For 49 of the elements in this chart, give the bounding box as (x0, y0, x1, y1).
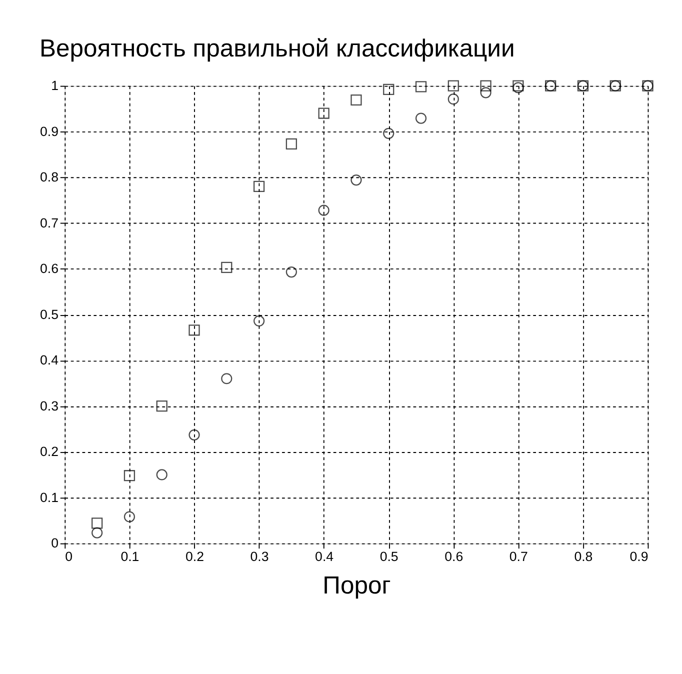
point (350, 174, 362, 186)
point (221, 262, 232, 274)
point (383, 128, 394, 139)
point (448, 94, 459, 105)
point (383, 84, 394, 96)
x-tick-label: 0.3 (250, 548, 269, 564)
point (350, 94, 362, 106)
point (318, 204, 330, 216)
y-tick-label: 0.7 (40, 215, 58, 230)
y-tick-label: 0.4 (40, 352, 58, 368)
point (92, 527, 103, 538)
point (448, 80, 459, 92)
point (188, 324, 200, 336)
x-tick-label: 0.4 (315, 548, 334, 564)
chart-title: Вероятность правильной классификации (40, 36, 515, 63)
point (253, 180, 265, 192)
y-tick-label: 0.2 (40, 444, 58, 460)
point (156, 400, 168, 412)
x-tick-label: 0 (65, 548, 73, 564)
x-tick-label: 0.9 (630, 548, 648, 564)
point (188, 429, 200, 440)
y-tick-label: 0.8 (40, 170, 58, 185)
point (92, 518, 103, 529)
point (253, 315, 265, 327)
x-tick-label: 0.1 (120, 548, 140, 564)
point (221, 373, 232, 384)
y-tick-label: 0.1 (40, 490, 58, 505)
point (415, 81, 427, 92)
y-tick-label: 1 (51, 78, 58, 94)
y-tick-label: 0.3 (40, 398, 58, 414)
x-axis-title: Порог (322, 572, 391, 600)
point (480, 80, 492, 92)
x-tick-label: 0.8 (574, 548, 593, 564)
point (124, 470, 136, 482)
x-tick-label: 0.2 (185, 548, 204, 564)
point (286, 266, 297, 278)
x-tick-label: 0.6 (444, 548, 464, 564)
point (318, 108, 330, 119)
x-tick-label: 0.5 (380, 548, 398, 564)
y-tick-label: 0.6 (40, 261, 58, 276)
y-tick-label: 0.5 (40, 306, 58, 322)
point (286, 138, 297, 150)
x-tick-label: 0.7 (509, 548, 528, 564)
point (124, 511, 136, 522)
y-tick-label: 0 (51, 536, 58, 551)
point (480, 87, 492, 98)
point (415, 112, 427, 124)
y-tick-label: 0.9 (40, 124, 58, 139)
point (156, 469, 168, 480)
